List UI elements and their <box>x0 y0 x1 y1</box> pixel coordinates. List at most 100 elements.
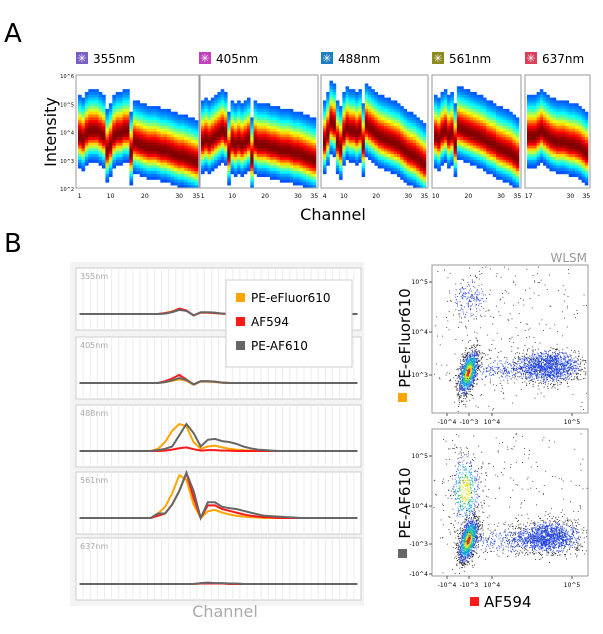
scatter-point <box>471 378 472 379</box>
heatmap-cell <box>447 115 451 118</box>
heatmap-cell <box>378 126 382 129</box>
heatmap-cell <box>585 129 589 132</box>
heatmap-cell <box>477 157 481 160</box>
heatmap-cell <box>247 129 251 132</box>
heatmap-cell <box>237 168 241 171</box>
heatmap-cell <box>490 163 494 166</box>
heatmap-cell <box>467 143 471 146</box>
heatmap-cell <box>496 151 500 154</box>
heatmap-cell <box>365 126 369 129</box>
heatmap-cell <box>224 109 228 112</box>
heatmap-cell <box>250 120 254 123</box>
heatmap-cell <box>391 117 395 120</box>
heatmap-cell <box>450 126 454 129</box>
heatmap-cell <box>559 112 563 115</box>
heatmap-cell <box>582 168 586 171</box>
heatmap-cell <box>533 143 537 146</box>
heatmap-cell <box>553 117 557 120</box>
heatmap-cell <box>326 134 330 137</box>
heatmap-cell <box>283 132 287 135</box>
heatmap-cell <box>157 157 161 160</box>
heatmap-cell <box>368 100 372 103</box>
heatmap-cell <box>336 112 340 115</box>
heatmap-cell <box>387 103 391 106</box>
heatmap-cell <box>543 126 547 129</box>
heatmap-cell <box>368 143 372 146</box>
heatmap-cell <box>346 109 350 112</box>
heatmap-cell <box>171 174 175 177</box>
heatmap-cell <box>267 112 271 115</box>
heatmap-cell <box>214 103 218 106</box>
heatmap-cell <box>181 129 185 132</box>
heatmap-cell <box>342 117 346 120</box>
heatmap-cell <box>496 174 500 177</box>
heatmap-cell <box>486 163 490 166</box>
heatmap-cell <box>470 146 474 149</box>
heatmap-cell <box>257 174 261 177</box>
heatmap-cell <box>143 117 147 120</box>
heatmap-cell <box>368 132 372 135</box>
heatmap-cell <box>470 163 474 166</box>
heatmap-cell <box>549 140 553 143</box>
heatmap-cell <box>270 115 274 118</box>
heatmap-cell <box>450 154 454 157</box>
heatmap-cell <box>313 120 317 123</box>
heatmap-cell <box>333 140 337 143</box>
scatter-point <box>477 379 478 380</box>
heatmap-cell <box>349 126 353 129</box>
heatmap-cell <box>403 132 407 135</box>
heatmap-cell <box>181 163 185 166</box>
heatmap-cell <box>493 171 497 174</box>
heatmap-cell <box>153 117 157 120</box>
heatmap-cell <box>247 100 251 103</box>
heatmap-cell <box>336 103 340 106</box>
heatmap-cell <box>116 92 120 95</box>
heatmap-cell <box>263 117 267 120</box>
heatmap-cell <box>309 143 313 146</box>
heatmap-cell <box>575 137 579 140</box>
heatmap-cell <box>441 123 445 126</box>
heatmap-cell <box>437 160 441 163</box>
heatmap-cell <box>181 171 185 174</box>
heatmap-cell <box>572 174 576 177</box>
heatmap-cell <box>81 120 85 123</box>
heatmap-cell <box>346 115 350 118</box>
heatmap-cell <box>384 103 388 106</box>
heatmap-cell <box>375 126 379 129</box>
heatmap-cell <box>143 146 147 149</box>
heatmap-cell <box>473 103 477 106</box>
heatmap-cell <box>92 120 96 123</box>
heatmap-cell <box>375 115 379 118</box>
heatmap-cell <box>88 120 92 123</box>
heatmap-cell <box>112 137 116 140</box>
heatmap-cell <box>384 143 388 146</box>
heatmap-cell <box>309 160 313 163</box>
heatmap-cell <box>227 165 231 168</box>
heatmap-cell <box>546 160 550 163</box>
heatmap-cell <box>102 165 106 168</box>
heatmap-cell <box>140 143 144 146</box>
heatmap-cell <box>290 171 294 174</box>
heatmap-cell <box>224 151 228 154</box>
heatmap-cell <box>503 171 507 174</box>
heatmap-cell <box>211 148 215 151</box>
heatmap-cell <box>384 146 388 149</box>
heatmap-cell <box>88 100 92 103</box>
heatmap-cell <box>486 137 490 140</box>
heatmap-cell <box>290 160 294 163</box>
heatmap-cell <box>480 120 484 123</box>
heatmap-cell <box>352 92 356 95</box>
heatmap-cell <box>244 168 248 171</box>
heatmap-cell <box>160 157 164 160</box>
heatmap-cell <box>556 148 560 151</box>
heatmap-cell <box>582 120 586 123</box>
heatmap-cell <box>140 140 144 143</box>
heatmap-cell <box>277 163 281 166</box>
heatmap-cell <box>400 148 404 151</box>
heatmap-cell <box>231 165 235 168</box>
heatmap-cell <box>112 148 116 151</box>
heatmap-cell <box>136 117 140 120</box>
heatmap-cell <box>400 109 404 112</box>
heatmap-cell <box>240 134 244 137</box>
heatmap-cell <box>463 109 467 112</box>
